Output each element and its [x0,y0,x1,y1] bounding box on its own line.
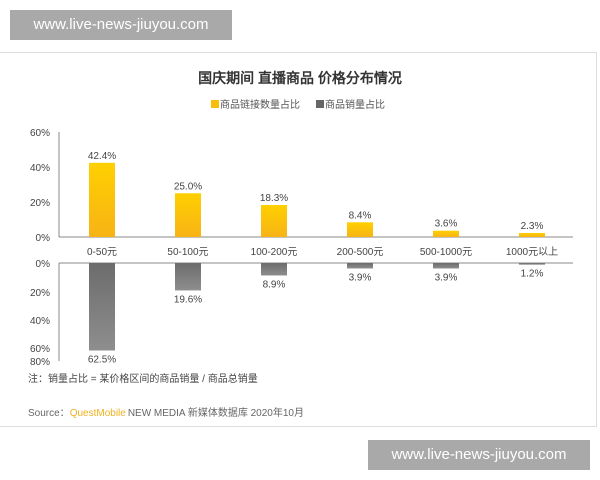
top-y-tick: 20% [30,198,50,209]
bar-listings [175,193,201,237]
legend-label-sales: 商品销量占比 [325,98,385,111]
top-y-tick: 60% [30,128,50,139]
legend-swatch-sales [316,100,324,108]
data-label-listings: 2.3% [521,221,544,232]
data-label-sales: 19.6% [174,294,202,305]
top-y-tick: 0% [36,233,51,244]
source-line: Source：QuestMobile NEW MEDIA 新媒体数据库 2020年… [28,406,304,419]
data-label-listings: 18.3% [260,193,288,204]
data-label-sales: 8.9% [263,279,286,290]
data-label-listings: 25.0% [174,181,202,192]
bar-listings [433,230,459,237]
legend-label-listings: 商品链接数量占比 [220,98,300,111]
bar-listings [89,162,115,237]
x-tick-label: 50-100元 [167,247,208,258]
source-brand: QuestMobile [70,408,127,419]
bar-sales [89,263,115,351]
bar-listings [261,204,287,237]
chart-card [0,52,597,427]
bottom-y-tick: 80% [30,357,50,368]
source-prefix: Source： [28,408,70,419]
bar-sales [519,263,545,265]
bar-sales [261,263,287,276]
x-tick-label: 200-500元 [337,247,384,258]
data-label-sales: 62.5% [88,355,116,366]
legend-swatch-listings [211,100,219,108]
bar-sales [175,263,201,291]
x-tick-label: 1000元以上 [506,246,558,258]
watermark-top: www.live-news-jiuyou.com [10,10,232,40]
x-tick-label: 0-50元 [87,247,117,258]
data-label-sales: 3.9% [435,272,458,283]
bottom-y-tick: 0% [36,259,51,270]
chart-title: 国庆期间 直播商品 价格分布情况 [198,70,402,86]
bar-sales [347,263,373,269]
bottom-y-tick: 40% [30,316,50,327]
data-label-sales: 1.2% [521,269,544,280]
bar-listings [519,232,545,237]
source-rest: NEW MEDIA 新媒体数据库 2020年10月 [128,406,304,419]
bottom-y-tick: 60% [30,344,50,355]
x-tick-label: 500-1000元 [420,247,472,258]
data-label-listings: 42.4% [88,151,116,162]
data-label-listings: 8.4% [349,210,372,221]
x-tick-label: 100-200元 [251,247,298,258]
bar-listings [347,222,373,237]
data-label-listings: 3.6% [435,219,458,230]
bottom-y-tick: 20% [30,288,50,299]
top-y-tick: 40% [30,163,50,174]
bar-sales [433,263,459,269]
chart-note: 注：销量占比 = 某价格区间的商品销量 / 商品总销量 [28,372,258,385]
watermark-bottom: www.live-news-jiuyou.com [368,440,590,470]
data-label-sales: 3.9% [349,272,372,283]
